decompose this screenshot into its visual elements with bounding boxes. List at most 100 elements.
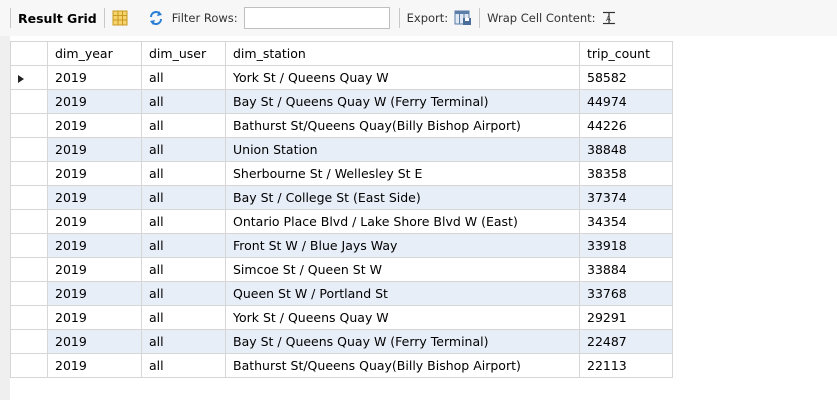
row-header-cell[interactable] [10,161,48,186]
table-cell-trip-count[interactable]: 33918 [579,233,673,258]
toolbar-separator [103,8,105,28]
table-cell-trip-count[interactable]: 44974 [579,89,673,114]
wrap-text-icon[interactable]: A [602,11,616,25]
table-row[interactable]: 2019 all Bay St / Queens Quay W (Ferry Ter… [10,89,673,114]
table-cell-trip-count[interactable]: 38358 [579,161,673,186]
table-cell-dim-user[interactable]: all [141,233,226,258]
table-row[interactable]: 2019 all York St / Queens Quay W 29291 [10,305,673,330]
table-cell-trip-count[interactable]: 22113 [579,353,673,378]
row-header-cell[interactable] [10,65,48,90]
row-header-cell[interactable] [10,233,48,258]
toolbar-separator [398,8,400,28]
table-cell-dim-user[interactable]: all [141,137,226,162]
table-row[interactable]: 2019 all York St / Queens Quay W 58582 [10,65,673,90]
table-cell-dim-station[interactable]: York St / Queens Quay W [225,305,580,330]
table-cell-dim-station[interactable]: Bay St / College St (East Side) [225,185,580,210]
filter-rows-label: Filter Rows: [171,11,238,25]
row-header-cell[interactable] [10,305,48,330]
row-header-cell[interactable] [10,257,48,282]
table-row[interactable]: 2019 all Bathurst St/Queens Quay(Billy Bis… [10,353,673,378]
table-cell-dim-user[interactable]: all [141,89,226,114]
table-cell-trip-count[interactable]: 33768 [579,281,673,306]
row-header-cell[interactable] [10,137,48,162]
table-cell-dim-user[interactable]: all [141,281,226,306]
table-cell-dim-year[interactable]: 2019 [47,161,142,186]
row-header-cell[interactable] [10,329,48,354]
row-header-cell[interactable] [10,185,48,210]
table-cell-dim-station[interactable]: Sherbourne St / Wellesley St E [225,161,580,186]
current-row-indicator-icon [18,74,24,83]
table-cell-dim-user[interactable]: all [141,305,226,330]
row-header-cell[interactable] [10,281,48,306]
result-grid-toolbar: Result Grid Filter Rows: Export: [0,0,837,36]
grid-gutter [0,36,10,400]
table-cell-dim-station[interactable]: Ontario Place Blvd / Lake Shore Blvd W (… [225,209,580,234]
table-cell-dim-year[interactable]: 2019 [47,233,142,258]
table-cell-trip-count[interactable]: 58582 [579,65,673,90]
table-cell-trip-count[interactable]: 22487 [579,329,673,354]
table-cell-dim-station[interactable]: Front St W / Blue Jays Way [225,233,580,258]
table-body: 2019 all York St / Queens Quay W 58582 2019 a… [10,65,673,378]
table-cell-dim-year[interactable]: 2019 [47,281,142,306]
toolbar-separator [479,8,481,28]
table-cell-dim-year[interactable]: 2019 [47,137,142,162]
table-cell-dim-user[interactable]: all [141,65,226,90]
table-cell-trip-count[interactable]: 29291 [579,305,673,330]
table-cell-dim-year[interactable]: 2019 [47,353,142,378]
table-cell-dim-user[interactable]: all [141,185,226,210]
table-cell-dim-station[interactable]: Bay St / Queens Quay W (Ferry Terminal) [225,89,580,114]
row-header-cell[interactable] [10,353,48,378]
table-cell-dim-user[interactable]: all [141,209,226,234]
table-cell-dim-year[interactable]: 2019 [47,329,142,354]
table-cell-dim-year[interactable]: 2019 [47,185,142,210]
table-row[interactable]: 2019 all Bay St / Queens Quay W (Ferry Ter… [10,329,673,354]
table-cell-trip-count[interactable]: 37374 [579,185,673,210]
table-cell-dim-station[interactable]: Bay St / Queens Quay W (Ferry Terminal) [225,329,580,354]
column-header-trip-count[interactable]: trip_count [579,41,673,66]
table-cell-dim-user[interactable]: all [141,257,226,282]
table-cell-dim-station[interactable]: Queen St W / Portland St [225,281,580,306]
refresh-icon[interactable] [148,10,164,26]
table-cell-trip-count[interactable]: 33884 [579,257,673,282]
table-cell-trip-count[interactable]: 38848 [579,137,673,162]
table-row[interactable]: 2019 all Sherbourne St / Wellesley St E 383… [10,161,673,186]
table-cell-dim-user[interactable]: all [141,329,226,354]
table-row[interactable]: 2019 all Simcoe St / Queen St W 33884 [10,257,673,282]
table-cell-dim-station[interactable]: Bathurst St/Queens Quay(Billy Bishop Air… [225,113,580,138]
export-icon[interactable] [454,10,472,26]
table-cell-dim-station[interactable]: Union Station [225,137,580,162]
table-cell-dim-year[interactable]: 2019 [47,305,142,330]
table-row[interactable]: 2019 all Ontario Place Blvd / Lake Shore B… [10,209,673,234]
row-header-cell[interactable] [10,113,48,138]
row-header-cell[interactable] [10,209,48,234]
grid-view-icon[interactable] [112,10,128,26]
table-row[interactable]: 2019 all Queen St W / Portland St 33768 [10,281,673,306]
table-row[interactable]: 2019 all Front St W / Blue Jays Way 33918 [10,233,673,258]
column-header-dim-year[interactable]: dim_year [47,41,142,66]
table-cell-dim-year[interactable]: 2019 [47,257,142,282]
table-row[interactable]: 2019 all Bathurst St/Queens Quay(Billy Bis… [10,113,673,138]
table-row[interactable]: 2019 all Union Station 38848 [10,137,673,162]
table-cell-dim-year[interactable]: 2019 [47,65,142,90]
column-header-dim-station[interactable]: dim_station [225,41,580,66]
table-cell-dim-year[interactable]: 2019 [47,89,142,114]
table-row[interactable]: 2019 all Bay St / College St (East Side) 37… [10,185,673,210]
table-cell-dim-station[interactable]: York St / Queens Quay W [225,65,580,90]
export-label: Export: [406,11,449,25]
table-cell-dim-station[interactable]: Bathurst St/Queens Quay(Billy Bishop Air… [225,353,580,378]
table-cell-dim-user[interactable]: all [141,113,226,138]
table-cell-dim-year[interactable]: 2019 [47,113,142,138]
table-cell-dim-user[interactable]: all [141,161,226,186]
column-header-dim-user[interactable]: dim_user [141,41,226,66]
row-header-cell[interactable] [10,89,48,114]
table-cell-trip-count[interactable]: 44226 [579,113,673,138]
table-cell-dim-user[interactable]: all [141,353,226,378]
table-cell-dim-year[interactable]: 2019 [47,209,142,234]
result-grid-label: Result Grid [18,10,97,26]
wrap-cell-content-label: Wrap Cell Content: [487,11,596,25]
table-cell-trip-count[interactable]: 34354 [579,209,673,234]
filter-rows-input[interactable] [243,7,390,29]
toolbar-separator [10,8,11,28]
row-header-corner [10,41,48,66]
table-cell-dim-station[interactable]: Simcoe St / Queen St W [225,257,580,282]
